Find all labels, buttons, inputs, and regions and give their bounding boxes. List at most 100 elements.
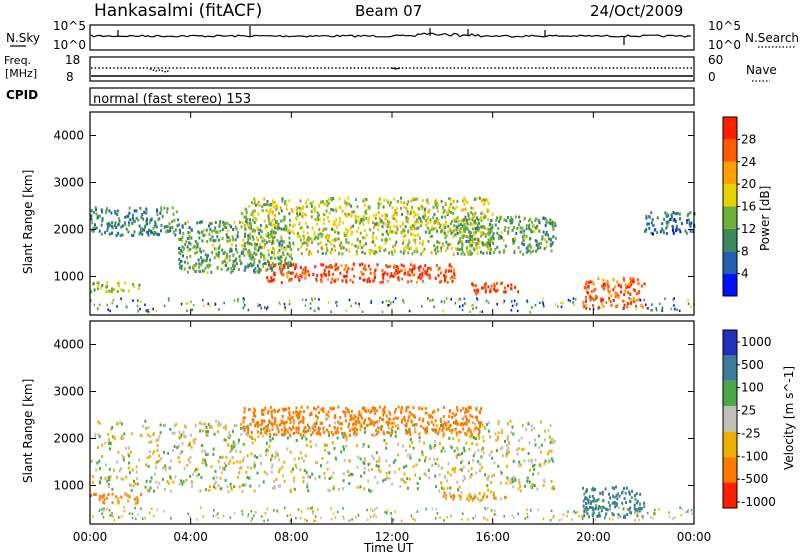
data-cell xyxy=(118,282,121,286)
data-cell xyxy=(545,245,548,249)
data-cell xyxy=(299,410,302,414)
data-cell xyxy=(150,217,153,221)
data-cell xyxy=(205,425,208,429)
data-cell xyxy=(330,431,333,434)
data-cell xyxy=(117,450,120,454)
colorbar-swatch xyxy=(723,431,737,458)
data-cell xyxy=(288,231,291,235)
data-cell xyxy=(92,480,95,484)
data-cell xyxy=(363,278,366,282)
data-cell xyxy=(597,514,600,518)
data-cell xyxy=(172,230,175,234)
data-cell xyxy=(346,270,348,274)
data-cell xyxy=(257,228,260,232)
data-cell xyxy=(419,204,422,208)
data-cell xyxy=(176,446,179,450)
data-cell xyxy=(394,231,397,235)
data-cell xyxy=(503,248,506,252)
data-cell xyxy=(685,231,688,235)
data-cell xyxy=(375,429,378,432)
data-cell xyxy=(350,232,353,236)
data-cell xyxy=(98,509,101,512)
data-cell xyxy=(372,406,375,410)
data-cell xyxy=(408,477,411,481)
data-cell xyxy=(364,268,367,272)
data-cell xyxy=(304,304,307,307)
data-cell xyxy=(280,272,283,276)
data-cell xyxy=(405,406,408,410)
data-cell xyxy=(529,236,532,240)
data-cell xyxy=(310,297,313,300)
data-cell xyxy=(243,224,246,227)
data-cell xyxy=(234,264,237,268)
data-cell xyxy=(544,459,547,463)
data-cell xyxy=(598,505,601,508)
data-cell xyxy=(375,222,378,226)
data-cell xyxy=(427,210,430,214)
data-cell xyxy=(672,298,675,301)
data-cell xyxy=(449,491,451,495)
data-cell xyxy=(271,211,274,215)
data-cell xyxy=(527,219,530,223)
data-cell xyxy=(175,422,178,426)
data-cell xyxy=(406,453,409,457)
data-cell xyxy=(258,232,261,235)
data-cell xyxy=(435,428,438,432)
colorbar-tick-label: 500 xyxy=(741,358,764,372)
data-cell xyxy=(291,229,294,233)
data-cell xyxy=(282,219,285,223)
data-cell xyxy=(270,250,273,254)
data-cell xyxy=(354,218,357,222)
data-cell xyxy=(429,267,432,271)
data-cell xyxy=(678,212,681,216)
data-cell xyxy=(445,210,448,214)
data-cell xyxy=(402,251,405,255)
data-cell xyxy=(538,229,541,233)
data-cell xyxy=(295,206,298,209)
data-cell xyxy=(423,208,426,212)
data-cell xyxy=(95,468,98,472)
data-cell xyxy=(604,487,607,491)
data-cell xyxy=(149,455,152,459)
data-cell xyxy=(452,206,455,210)
data-cell xyxy=(197,258,200,262)
data-cell xyxy=(408,268,411,272)
data-cell xyxy=(110,211,113,215)
data-cell xyxy=(467,427,470,431)
x-tick-label: 00:00 xyxy=(73,530,108,544)
data-cell xyxy=(431,416,434,420)
data-cell xyxy=(298,457,300,460)
data-cell xyxy=(147,231,150,235)
data-cell xyxy=(442,244,445,248)
data-cell xyxy=(635,492,638,496)
data-cell xyxy=(615,485,617,489)
data-cell xyxy=(307,239,310,243)
data-cell xyxy=(556,305,559,308)
data-cell xyxy=(245,425,248,429)
data-cell xyxy=(201,298,204,302)
data-cell xyxy=(598,306,601,310)
data-cell xyxy=(437,219,440,222)
data-cell xyxy=(674,307,676,311)
data-cell xyxy=(318,298,320,301)
data-cell xyxy=(517,447,520,451)
data-cell xyxy=(514,478,517,482)
data-cell xyxy=(329,240,331,244)
data-cell xyxy=(145,479,148,483)
data-cell xyxy=(286,430,289,434)
data-cell xyxy=(275,477,278,481)
data-cell xyxy=(302,410,305,413)
data-cell xyxy=(225,261,228,265)
data-cell xyxy=(280,421,283,425)
data-cell xyxy=(132,484,135,488)
data-cell xyxy=(368,206,371,210)
data-cell xyxy=(600,509,603,513)
data-cell xyxy=(254,438,256,442)
data-cell xyxy=(390,431,393,435)
data-cell xyxy=(585,489,588,493)
data-cell xyxy=(195,250,198,254)
data-cell xyxy=(458,298,460,302)
data-cell xyxy=(513,299,516,303)
data-cell xyxy=(464,477,467,481)
data-cell xyxy=(484,282,487,286)
